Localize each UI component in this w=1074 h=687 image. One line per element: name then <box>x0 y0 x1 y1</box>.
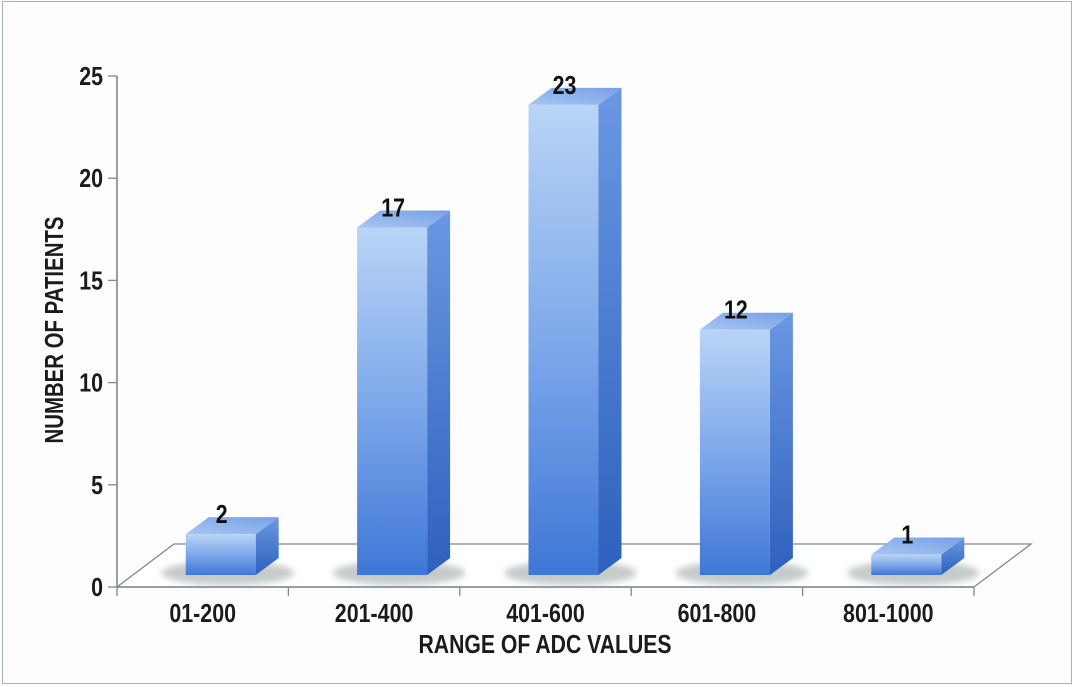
category-label: 201-400 <box>335 598 414 628</box>
y-axis-title: NUMBER OF PATIENTS <box>39 217 69 444</box>
bar-top-face <box>528 87 622 105</box>
bar-top-face <box>357 210 451 228</box>
category-label: 401-600 <box>506 598 585 628</box>
bar-side-face <box>427 210 451 575</box>
bar-side-face <box>598 87 622 575</box>
bar-front-face <box>528 104 599 575</box>
y-tick-label: 0 <box>91 572 103 602</box>
bar-top-face <box>185 517 279 535</box>
bar-front-face <box>357 227 428 575</box>
x-axis-title: RANGE OF ADC VALUES <box>419 629 672 659</box>
bar-front-face <box>185 534 256 575</box>
bar-value-label: 12 <box>724 295 748 325</box>
category-label: 01-200 <box>169 598 236 628</box>
bar-value-label: 2 <box>216 499 228 529</box>
plot-area: 0 5 10 15 20 25 2 01-200 17 201-400 23 401-600 12 601… <box>79 61 1033 628</box>
bar-top-face <box>699 312 793 330</box>
bar-value-label: 23 <box>553 70 577 100</box>
bar-side-face <box>255 517 279 575</box>
bar-side-face <box>769 312 793 575</box>
bar-side-face <box>941 537 965 575</box>
category-label: 601-800 <box>678 598 757 628</box>
category-label: 801-1000 <box>843 598 934 628</box>
y-tick-label: 25 <box>79 61 103 91</box>
y-tick-label: 20 <box>79 163 103 193</box>
y-tick-label: 5 <box>91 470 103 500</box>
y-tick-label: 15 <box>79 265 103 295</box>
y-tick-label: 10 <box>79 368 103 398</box>
bar-front-face <box>871 554 942 575</box>
bar-front-face <box>699 329 770 575</box>
bar-top-face <box>871 537 965 555</box>
bar-value-label: 1 <box>901 520 913 550</box>
bar-chart: 0 5 10 15 20 25 2 01-200 17 201-400 23 401-600 12 601… <box>39 61 1033 659</box>
bar-value-label: 17 <box>381 193 405 223</box>
